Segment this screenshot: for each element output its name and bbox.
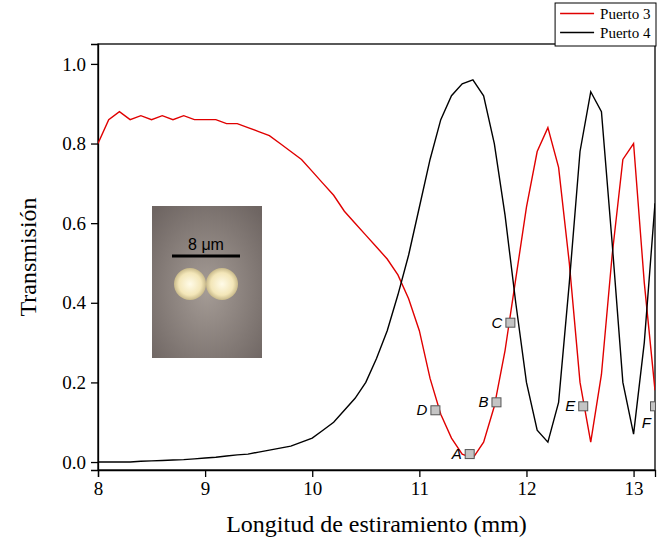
x-tick-mark <box>312 470 313 477</box>
scale-bar <box>172 255 240 258</box>
legend: Puerto 3 Puerto 4 <box>555 3 656 46</box>
x-tick-mark <box>526 470 527 477</box>
legend-item: Puerto 3 <box>560 6 650 22</box>
inset: 8 μm <box>152 206 262 358</box>
y-tick-mark <box>91 382 98 383</box>
x-axis-line <box>99 471 656 478</box>
y-tick: 0.2 <box>62 372 98 393</box>
point-marker <box>651 402 656 411</box>
y-tick: 0.0 <box>62 452 98 473</box>
point-label: C <box>492 314 503 331</box>
data-area <box>98 80 655 462</box>
x-tick: 8 <box>94 470 104 499</box>
x-tick: 12 <box>517 470 536 499</box>
chart: 8 9 10 11 12 13 0.0 0.2 0.4 0.6 0.8 1.0 A B C D E F 8 μm Lo… <box>0 0 660 548</box>
plot: 8 9 10 11 12 13 0.0 0.2 0.4 0.6 0.8 1.0 A B C D E F 8 μm <box>62 44 659 499</box>
legend-box <box>555 3 656 46</box>
point-label: E <box>565 397 576 414</box>
x-tick-label: 8 <box>94 478 104 499</box>
plot-frame <box>98 44 655 470</box>
inset-image <box>152 206 262 358</box>
y-axis: 0.0 0.2 0.4 0.6 0.8 1.0 <box>62 45 98 473</box>
y-axis-title: Transmisión <box>15 197 41 316</box>
point-label: A <box>451 445 462 462</box>
x-tick: 10 <box>303 470 322 499</box>
y-tick: 1.0 <box>62 53 98 74</box>
x-tick: 13 <box>625 470 644 499</box>
y-tick-label: 0.6 <box>62 213 86 234</box>
x-tick: 9 <box>201 470 211 499</box>
legend-swatch <box>560 13 594 15</box>
y-tick-mark <box>91 143 98 144</box>
legend-swatch <box>560 32 594 34</box>
point-label: B <box>478 393 488 410</box>
y-tick-mark <box>91 303 98 304</box>
series-line <box>98 80 655 462</box>
series-line <box>98 112 655 458</box>
point-marker <box>506 318 515 327</box>
x-tick: 11 <box>411 470 429 499</box>
legend-label: Puerto 4 <box>600 25 651 41</box>
point-marker <box>431 406 440 415</box>
legend-item: Puerto 4 <box>560 25 651 41</box>
legend-label: Puerto 3 <box>600 6 650 22</box>
x-axis: 8 9 10 11 12 13 <box>94 470 656 499</box>
x-tick-label: 11 <box>411 478 429 499</box>
x-tick-mark <box>419 470 420 477</box>
point-label: F <box>642 414 652 431</box>
x-tick-label: 10 <box>303 478 322 499</box>
y-tick-label: 0.2 <box>62 372 86 393</box>
x-tick-mark <box>205 470 206 477</box>
y-tick-label: 0.4 <box>62 292 86 313</box>
y-tick-label: 0.8 <box>62 133 86 154</box>
y-tick-mark <box>91 223 98 224</box>
x-tick-label: 13 <box>625 478 644 499</box>
point-marker <box>492 398 501 407</box>
fiber-core <box>174 268 206 300</box>
y-tick: 0.8 <box>62 133 98 154</box>
fiber-core <box>206 268 238 300</box>
y-tick-label: 1.0 <box>62 53 86 74</box>
y-tick: 0.6 <box>62 213 98 234</box>
x-axis-title: Longitud de estiramiento (mm) <box>226 511 527 537</box>
y-tick-mark <box>91 64 98 65</box>
point-marker <box>465 450 474 459</box>
x-tick-label: 9 <box>201 478 211 499</box>
y-tick: 0.4 <box>62 292 98 313</box>
point-marker <box>579 402 588 411</box>
y-tick-label: 0.0 <box>62 452 86 473</box>
y-tick-mark <box>91 462 98 463</box>
x-tick-label: 12 <box>517 478 536 499</box>
x-tick-mark <box>633 470 634 477</box>
scale-bar-label: 8 μm <box>188 236 224 253</box>
point-label: D <box>417 401 428 418</box>
